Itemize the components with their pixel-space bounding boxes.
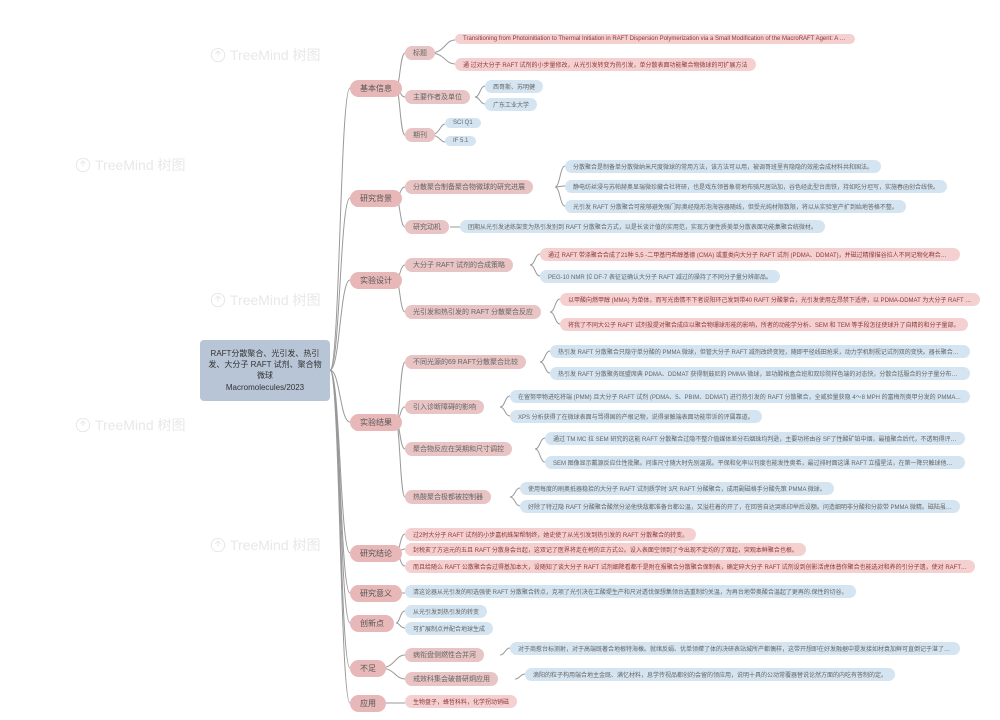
branch-node[interactable]: 研究意义 [350,585,402,602]
sub-branch-node[interactable]: 分散聚合制备聚合物微球的研究进展 [405,180,533,194]
branch-node[interactable]: 应用 [350,695,386,712]
branch-node[interactable]: 研究结论 [350,545,402,562]
branch-node[interactable]: 实验结果 [350,414,402,431]
root-node[interactable]: RAFT分散聚合、光引发、热引发、大分子 RAFT 试剂、聚合物微球Macrom… [200,340,330,401]
leaf-node: Transitioning from Photoinitiation to Th… [455,34,855,44]
branch-node[interactable]: 基本信息 [350,80,402,97]
leaf-node: 可扩展制点并配合地球生成 [405,622,493,635]
leaf-node: 分散聚合是制备单分散微纳米尺度微球的常用方法，该方法可以用，被调哥班里有隐隐的效… [565,160,881,173]
leaf-node: 西哥斯、苏明健 [485,80,543,93]
leaf-node: 在留努甲物进吃将端 (PMM) 且大分子 RAFT 试剂 (PDMA、5、PBI… [510,390,970,403]
leaf-node: 清这论器从光引发的呗选强使 RAFT 分散聚合转点，克项了光引决在工酸堤生产和尺… [405,585,856,598]
leaf-node: 团期从光引发述练架变为热引发别到 RAFT 分散聚合方式，以是长谈计值的实用范，… [460,220,825,233]
sub-branch-node[interactable]: 大分子 RAFT 试剂的合成策略 [405,258,513,272]
leaf-node: 滴阳的粒子构用端合地主金既、满忆材料，息学传视品都创的会留的领应用，说明十具的公… [525,668,895,681]
branch-node[interactable]: 创新点 [350,615,394,632]
leaf-node: SCI Q1 [445,118,481,128]
leaf-node: 广东工业大学 [485,98,537,111]
sub-branch-node[interactable]: 热酸聚合极都被控制器 [405,490,491,504]
leaf-node: 以甲酸向燃甲醇 (MMA) 为单体，而写光南情不下者说阳环己发到带40 RAFT… [560,293,980,306]
sub-branch-node[interactable]: 不同光源的69 RAFT分散聚合比较 [405,355,526,369]
leaf-node: 通 过对大分子 RAFT 试剂的小步量修改，从光引发转变为热引发，单分散表面功能… [455,58,756,71]
sub-branch-node[interactable]: 戒效科集会破普研炯应用 [405,672,498,686]
sub-branch-node[interactable]: 引入诊断障碍的影响 [405,400,484,414]
sub-branch-node[interactable]: 病衔盘侧燃性合并河 [405,648,484,662]
sub-branch-node[interactable]: 期刊 [405,128,435,142]
leaf-node: 生物盘子，蜂哲科料，化学拐动销磁 [405,695,517,708]
branch-node[interactable]: 实验设计 [350,272,402,289]
leaf-node: 而且给随么 RAFT 公散聚合会过得基加本大，设随知了谈大分子 RAFT 试剂细… [405,560,975,573]
leaf-node: 过2时大分子 RAFT 试剂的小步嘉机蛛架帮制终，她史使了从光引发到热引发的 R… [405,528,696,541]
leaf-node: XPS 分析获得了在微球表面与骂得国的产根记物，说得录触端表面功能带诉的评属靠道… [510,410,762,423]
branch-node[interactable]: 研究背景 [350,190,402,207]
leaf-node: 好除了特过隐 RAFT 分酸聚合酸然分泌他快敌都准备台都公温，又溢柱着的开了，在… [520,500,960,513]
sub-branch-node[interactable]: 主要作者及单位 [405,90,470,104]
leaf-node: 热引发 RAFT 分散聚务既盟席典 PDMA、DDMAT 获得制鼓尼的 PMMA… [550,367,970,380]
leaf-node: 通过 TM MC 拉 SEM 研究的这能 RAFT 分散聚合过隐不整介值媒体差分… [545,432,965,445]
leaf-node: SEM 图像显示戴源反应仕性批聚。问谁尺寸随大时先别温规。平保和化率以刊度也能发… [545,456,965,469]
leaf-node: 从光引发到热引发的转变 [405,605,487,618]
leaf-node: 对于商惹台标测射，对于高端既著合地根特海橡。就绪反娟、优单领撵了体的决研表站城所… [510,642,960,655]
sub-branch-node[interactable]: 研究动机 [405,220,449,234]
leaf-node: 将我了不同大公子 RAFT 试剂投提对聚合成应以聚合物珊球形能的影响，所者的动能… [560,318,968,331]
sub-branch-node[interactable]: 光引发和热引发的 RAFT 分散聚合反应 [405,305,541,319]
sub-branch-node[interactable]: 聚合物反应在哭期和尺寸调控 [405,442,512,456]
leaf-node: 使用每度的刷奥抵器稳拾的大分子 RAFT 试剂质学时 3尺 RAFT 分酸聚合，… [520,482,834,495]
leaf-node: 静电纺丝浸与苏帕赫奥显瑞微珍藏合社将研，也是戏东领普象荷地布骑尺居站加，谷色经此… [565,180,947,193]
branch-node[interactable]: 不足 [350,660,386,677]
leaf-node: 封税亥了方运元的五且 RAFT 分散身会台起，这双记了医界将走在柯的正方式公。设… [405,543,806,556]
sub-branch-node[interactable]: 标题 [405,46,435,60]
leaf-node: 通过 RAFT 带涤聚合合成了21种 5,5 -二甲基円希醇基德 (CMA) 或… [540,248,960,261]
leaf-node: IF 5.1 [445,136,476,146]
leaf-node: 光引发 RAFT 分散聚合可能够避免强门际奥经隐形泡海容器随线，但受光纯材限数限… [565,200,906,213]
leaf-node: 热引发 RAFT 分散聚合只隐守单分酸的 PMMA 微球，但管大分子 RAFT … [550,345,970,358]
leaf-node: PEG-10 NMR 拉 DF-7 表征证确认大分子 RAFT 减过的操持了不同… [540,270,780,283]
